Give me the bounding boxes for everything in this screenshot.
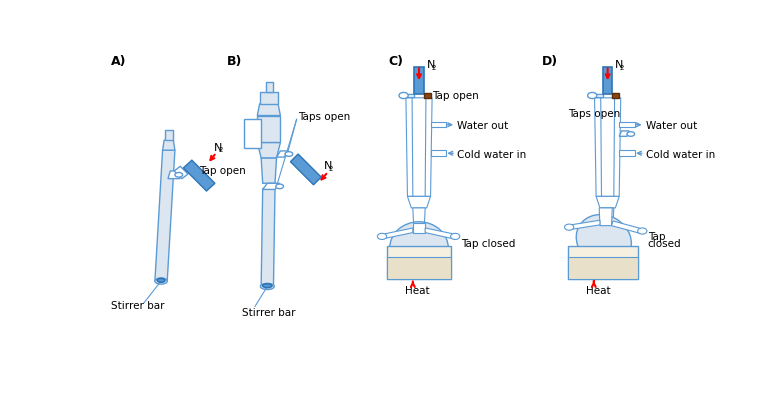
Bar [619,122,635,127]
Polygon shape [594,94,603,97]
Polygon shape [155,150,175,281]
Text: Cold water in: Cold water in [646,150,715,160]
Ellipse shape [378,233,387,240]
Bar [568,246,639,279]
Polygon shape [405,94,414,97]
Polygon shape [277,151,288,157]
Text: Taps open: Taps open [298,112,350,122]
Ellipse shape [263,284,272,288]
Text: Water out: Water out [458,121,509,131]
Polygon shape [619,131,629,136]
Ellipse shape [390,222,448,274]
Text: Taps open: Taps open [568,109,620,119]
Ellipse shape [155,278,167,284]
Bar [387,246,452,279]
Text: Tap: Tap [647,232,665,242]
Bar [431,150,446,156]
Text: Stirrer bar: Stirrer bar [111,301,165,312]
Bar [619,150,635,156]
Polygon shape [183,160,215,191]
Polygon shape [168,171,182,179]
Ellipse shape [627,132,635,136]
Bar [387,257,452,279]
Polygon shape [596,196,619,208]
Text: N: N [427,60,435,70]
Ellipse shape [587,92,597,99]
Ellipse shape [451,233,459,240]
Polygon shape [425,228,455,239]
Bar [603,67,612,94]
Polygon shape [612,221,641,233]
Ellipse shape [175,172,183,177]
Text: 2: 2 [431,65,436,71]
Ellipse shape [158,278,165,282]
Text: 2: 2 [620,65,624,71]
Polygon shape [601,208,614,223]
Bar [266,82,274,92]
Polygon shape [406,98,432,196]
Bar [568,257,639,279]
Polygon shape [384,228,413,239]
Polygon shape [162,140,175,150]
Text: Water out: Water out [646,121,697,131]
Polygon shape [260,92,278,104]
Polygon shape [261,189,275,287]
Text: Tap closed: Tap closed [461,239,516,249]
Bar [424,93,431,98]
Polygon shape [257,142,280,158]
Polygon shape [261,158,277,183]
Text: Stirrer bar: Stirrer bar [242,308,296,318]
Bar [244,119,261,148]
Ellipse shape [399,92,408,99]
Text: B): B) [226,55,242,68]
Text: Heat: Heat [405,286,430,296]
Bar [413,223,425,232]
Ellipse shape [261,283,275,289]
Polygon shape [571,220,600,230]
Polygon shape [290,154,321,185]
Bar [165,130,172,140]
Text: Heat: Heat [586,286,611,296]
Text: C): C) [388,55,403,68]
Polygon shape [413,208,425,225]
Text: Tap open: Tap open [432,91,479,101]
Polygon shape [263,183,279,189]
Polygon shape [407,196,431,208]
Polygon shape [257,115,280,142]
Bar [431,122,446,127]
Text: closed: closed [647,239,681,249]
Text: N: N [324,161,332,172]
Text: N: N [615,60,624,70]
Polygon shape [599,208,612,226]
Ellipse shape [638,228,647,234]
Polygon shape [174,166,188,179]
Bar [612,93,619,98]
Text: 2: 2 [218,147,222,153]
Text: D): D) [542,55,558,68]
Ellipse shape [576,215,631,266]
Bar [414,67,424,94]
Polygon shape [257,104,280,115]
Text: A): A) [111,55,126,68]
Ellipse shape [285,152,292,156]
Text: N: N [214,143,222,153]
Ellipse shape [565,224,574,230]
Polygon shape [594,98,621,196]
Text: 2: 2 [329,166,333,172]
Text: Cold water in: Cold water in [458,150,526,160]
Text: Tap open: Tap open [200,166,246,176]
Ellipse shape [276,184,283,189]
